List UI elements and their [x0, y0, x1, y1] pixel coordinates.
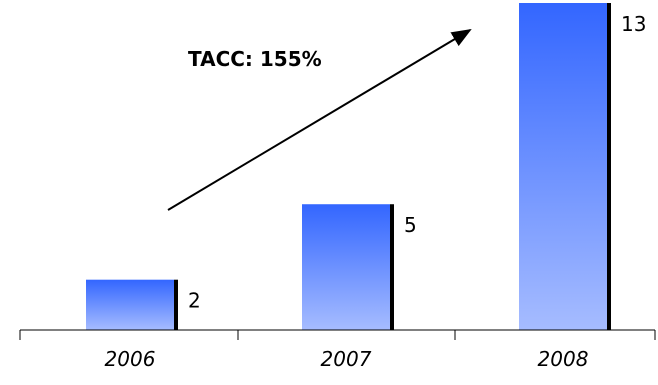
cagr-annotation: TACC: 155% — [188, 47, 322, 71]
value-label-2006: 2 — [188, 289, 201, 313]
bar-2006 — [86, 279, 174, 330]
bar-2008 — [519, 3, 607, 330]
bars-layer — [86, 3, 611, 330]
bar-2007 — [302, 204, 390, 330]
category-label-2006: 2006 — [105, 347, 156, 371]
category-label-2008: 2008 — [538, 347, 589, 371]
labels-layer: 2 2006 5 2007 13 2008 — [105, 12, 647, 371]
bar-shadow-2008 — [607, 3, 611, 330]
bar-shadow-2006 — [174, 279, 178, 330]
x-axis-ticks — [19, 330, 656, 340]
growth-arrow — [167, 28, 472, 211]
value-label-2008: 13 — [621, 12, 646, 36]
value-label-2007: 5 — [404, 213, 417, 237]
category-label-2007: 2007 — [321, 347, 372, 371]
bar-shadow-2007 — [390, 204, 394, 330]
